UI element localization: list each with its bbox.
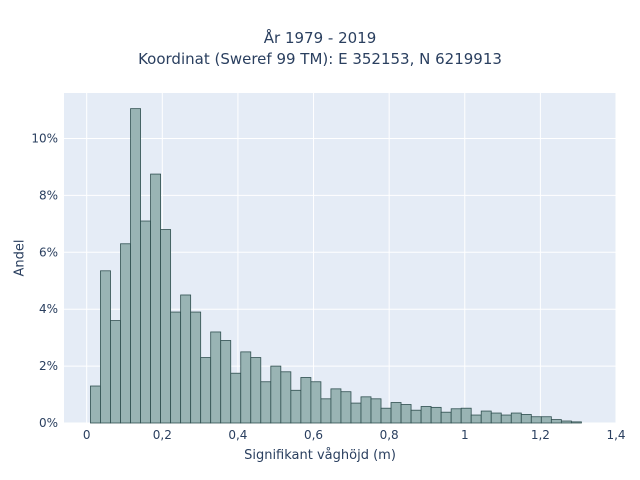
histogram-bar <box>110 320 121 424</box>
histogram-bar <box>480 410 492 424</box>
histogram-bar <box>290 389 302 424</box>
histogram-bar <box>440 411 452 424</box>
x-tick-label: 1,4 <box>606 428 625 442</box>
histogram-bar <box>230 372 242 424</box>
tick-layer: 0 0,2 0,4 0,6 0,8 1 1,2 1,4 0% 2% 4% 6% 8% 10% <box>31 132 625 442</box>
bar-layer <box>90 108 582 424</box>
histogram-bar <box>560 420 572 424</box>
y-tick-label: 2% <box>39 359 58 373</box>
histogram-bar <box>310 381 322 424</box>
y-tick-label: 6% <box>39 245 58 259</box>
x-tick-label: 1,2 <box>531 428 550 442</box>
histogram-bar <box>410 409 422 424</box>
x-tick-label: 0,6 <box>304 428 323 442</box>
histogram-bar <box>270 365 282 424</box>
histogram-bar <box>140 220 151 424</box>
histogram-bar <box>500 414 512 424</box>
histogram-bar <box>460 407 472 424</box>
histogram-bar <box>420 406 432 424</box>
histogram-bar <box>530 416 542 424</box>
y-tick-label: 0% <box>39 416 58 430</box>
histogram-bar <box>400 404 412 424</box>
histogram-bar <box>350 402 362 424</box>
histogram-bar <box>100 270 111 424</box>
x-tick-label: 0,8 <box>380 428 399 442</box>
histogram-bar <box>120 243 131 424</box>
y-tick-label: 10% <box>31 132 58 146</box>
histogram-bar <box>260 381 272 424</box>
x-tick-label: 0 <box>83 428 91 442</box>
histogram-bar <box>210 331 222 424</box>
x-tick-label: 1 <box>461 428 469 442</box>
histogram-bar <box>430 406 442 424</box>
histogram-bar <box>200 357 212 424</box>
histogram-bar <box>220 340 232 424</box>
y-tick-label: 4% <box>39 302 58 316</box>
histogram-bar <box>130 108 141 424</box>
histogram-bar <box>550 419 562 424</box>
histogram-bar <box>90 385 101 424</box>
x-tick-label: 0,4 <box>228 428 247 442</box>
histogram-bar <box>170 311 182 424</box>
histogram-bar <box>360 396 372 424</box>
x-axis-title: Signifikant våghöjd (m) <box>244 448 396 463</box>
histogram-bar <box>250 357 262 424</box>
histogram-bar <box>510 412 522 424</box>
histogram-bar <box>490 412 502 424</box>
chart-title-line-2: Koordinat (Sweref 99 TM): E 352153, N 62… <box>138 50 502 68</box>
histogram-bar <box>330 388 342 424</box>
histogram-bar <box>160 229 172 424</box>
histogram-bar <box>340 391 352 424</box>
histogram-bar <box>280 371 292 424</box>
histogram-bar <box>570 421 582 424</box>
histogram-bar <box>540 416 552 424</box>
histogram-bar <box>240 351 252 424</box>
histogram-bar <box>390 402 402 424</box>
histogram-bar <box>470 414 482 424</box>
histogram-bar <box>520 414 532 424</box>
histogram-bar <box>450 408 462 424</box>
histogram-bar <box>300 377 312 424</box>
histogram-bar <box>180 294 192 424</box>
histogram-bar <box>370 398 382 424</box>
histogram-bar <box>380 407 392 424</box>
y-tick-label: 8% <box>39 188 58 202</box>
chart-title-line-1: År 1979 - 2019 <box>263 29 377 47</box>
histogram-bar <box>190 311 202 424</box>
histogram-bar <box>320 398 332 424</box>
histogram-bar <box>150 173 162 424</box>
x-tick-label: 0,2 <box>153 428 172 442</box>
